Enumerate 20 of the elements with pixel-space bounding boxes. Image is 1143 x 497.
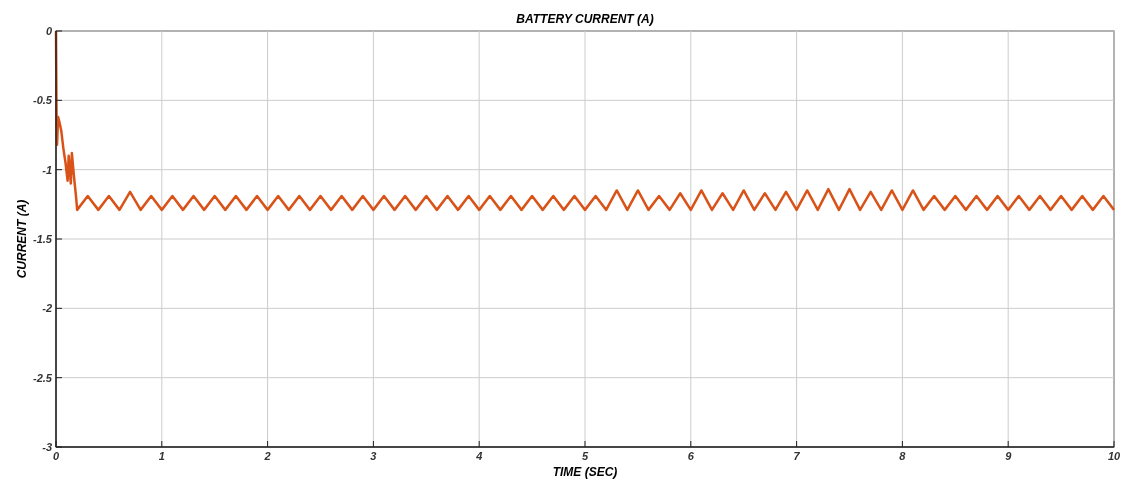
y-tick-label: -3 [42,441,52,453]
y-axis-title: CURRENT (A) [15,199,29,279]
y-tick-label: -1 [42,163,52,176]
x-tick-label: 8 [899,450,907,462]
y-tick-label: -2 [42,302,52,315]
y-tick-label: 0 [45,25,53,37]
x-tick-label: 7 [793,450,801,462]
x-tick-label: 10 [1107,450,1121,462]
y-tick-label: -2.5 [33,371,53,384]
x-tick-label: 3 [370,450,377,462]
x-tick-label: 1 [158,450,165,462]
x-tick-label: 2 [263,450,271,462]
y-tick-label: -1.5 [33,233,53,245]
x-axis-title: TIME (SEC) [552,465,618,479]
x-tick-label: 5 [581,450,589,462]
x-tick-label: 4 [475,450,483,462]
chart-title: BATTERY CURRENT (A) [516,12,654,26]
y-tick-label: -0.5 [33,94,53,107]
x-tick-label: 6 [687,450,695,462]
x-tick-label: 9 [1005,450,1013,462]
